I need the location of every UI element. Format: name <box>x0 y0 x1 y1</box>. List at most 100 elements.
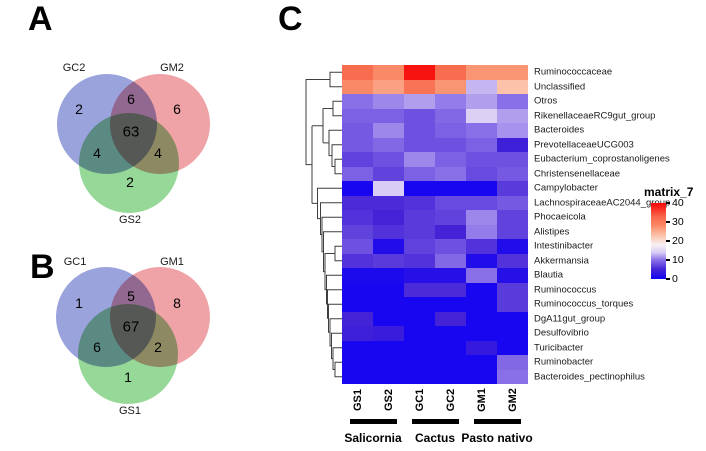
heatmap-cell <box>497 137 528 152</box>
venn-b-count-gc1-only: 1 <box>75 295 83 311</box>
heatmap-cell <box>404 94 435 109</box>
heatmap-column-label: GC1 <box>413 388 426 412</box>
heatmap-cell <box>373 166 404 181</box>
panel-a-label: A <box>28 0 53 38</box>
venn-a-count-gm2-only: 6 <box>173 101 181 117</box>
heatmap-row-label: Ruminobacter <box>534 356 594 368</box>
heatmap-row-label: PrevotellaceaeUCG003 <box>534 139 634 151</box>
heatmap-row-label: Unclassified <box>534 81 586 93</box>
legend-title: matrix_7 <box>644 185 694 199</box>
legend-tick-label: 10 <box>672 254 684 266</box>
heatmap-cell <box>373 210 404 225</box>
heatmap-row-label: RikenellaceaeRC9gut_group <box>534 110 656 122</box>
heatmap-cell <box>404 326 435 341</box>
heatmap-cell <box>497 340 528 355</box>
heatmap-cell <box>435 108 466 123</box>
venn-a-set-label-gm2: GM2 <box>160 62 184 74</box>
heatmap-cell <box>373 137 404 152</box>
heatmap-cell <box>373 224 404 239</box>
heatmap-cell <box>497 268 528 283</box>
venn-b-count-center: 67 <box>122 318 140 336</box>
legend-tick-label: 30 <box>672 216 684 228</box>
venn-diagram-b: GC1 GM1 GS1 1 5 8 67 6 2 1 <box>0 0 230 451</box>
heatmap-cell <box>342 137 373 152</box>
legend-tick-mark <box>666 240 670 242</box>
heatmap-column-label: GC2 <box>444 388 457 412</box>
heatmap-cell <box>404 181 435 196</box>
heatmap-cell <box>373 65 404 80</box>
venn-a-set-label-gc2: GC2 <box>62 62 86 74</box>
heatmap-cell <box>466 326 497 341</box>
heatmap-row-label: Phocaeicola <box>534 211 586 223</box>
heatmap-cell <box>435 79 466 94</box>
heatmap-cell <box>373 79 404 94</box>
heatmap-cell <box>497 79 528 94</box>
venn-a-count-gc2-gs2: 4 <box>93 145 101 161</box>
heatmap-grid <box>342 65 528 384</box>
heatmap-cell <box>497 311 528 326</box>
heatmap-cell <box>373 123 404 138</box>
heatmap-cell <box>373 340 404 355</box>
heatmap-cell <box>466 297 497 312</box>
heatmap-cell <box>497 152 528 167</box>
heatmap-row-label: Turicibacter <box>534 342 584 354</box>
heatmap-cell <box>497 253 528 268</box>
heatmap-cell <box>404 195 435 210</box>
venn-a-circle-gs2 <box>79 113 179 213</box>
heatmap-cell <box>404 166 435 181</box>
heatmap-cell <box>435 123 466 138</box>
heatmap-cell <box>466 239 497 254</box>
heatmap-cell <box>435 340 466 355</box>
heatmap-cell <box>435 195 466 210</box>
dendrogram-lines <box>305 71 342 378</box>
heatmap-cell <box>497 181 528 196</box>
heatmap-cell <box>466 123 497 138</box>
heatmap-row-label: Intestinibacter <box>534 240 594 252</box>
heatmap-cell <box>342 340 373 355</box>
heatmap-row-label: Bacteroides_pectinophilus <box>534 371 645 383</box>
venn-b-count-gm1-gs1: 2 <box>154 339 162 355</box>
heatmap-cell <box>373 311 404 326</box>
heatmap-cell <box>404 297 435 312</box>
heatmap-cell <box>435 253 466 268</box>
heatmap-row-label: Bacteroides <box>534 124 585 136</box>
heatmap-cell <box>404 340 435 355</box>
heatmap-cell <box>435 224 466 239</box>
heatmap-cell <box>342 239 373 254</box>
heatmap-cell <box>342 152 373 167</box>
heatmap-row-label: Desulfovibrio <box>534 327 589 339</box>
heatmap-row-label: Ruminococcus <box>534 284 597 296</box>
venn-diagram-a: GC2 GM2 GS2 2 6 6 63 4 4 2 <box>0 0 230 240</box>
heatmap-cell <box>342 181 373 196</box>
heatmap-cell <box>435 94 466 109</box>
heatmap-cell <box>466 253 497 268</box>
group-label: Salicornia <box>344 431 402 445</box>
venn-b-count-gm1-only: 8 <box>173 295 181 311</box>
heatmap-cell <box>497 326 528 341</box>
legend-tick-label: 0 <box>672 273 678 285</box>
heatmap-cell <box>404 108 435 123</box>
heatmap-cell <box>373 282 404 297</box>
heatmap-cell <box>435 326 466 341</box>
heatmap-column-label: GM2 <box>506 388 519 412</box>
heatmap-cell <box>404 268 435 283</box>
venn-a-set-label-gs2: GS2 <box>118 214 142 226</box>
venn-b-set-label-gs1: GS1 <box>118 405 142 417</box>
heatmap-cell <box>466 355 497 370</box>
heatmap-cell <box>435 210 466 225</box>
heatmap-cell <box>404 239 435 254</box>
heatmap-cell <box>466 152 497 167</box>
heatmap-cell <box>466 94 497 109</box>
heatmap-cell <box>373 239 404 254</box>
heatmap-cell <box>373 326 404 341</box>
heatmap-cell <box>466 340 497 355</box>
heatmap-cell <box>497 195 528 210</box>
heatmap-row-label: Ruminococcaceae <box>534 66 613 78</box>
heatmap-cell <box>497 239 528 254</box>
heatmap-cell <box>466 210 497 225</box>
heatmap-column-label: GM1 <box>475 388 488 412</box>
heatmap-cell <box>466 282 497 297</box>
heatmap-cell <box>435 311 466 326</box>
heatmap-cell <box>435 65 466 80</box>
